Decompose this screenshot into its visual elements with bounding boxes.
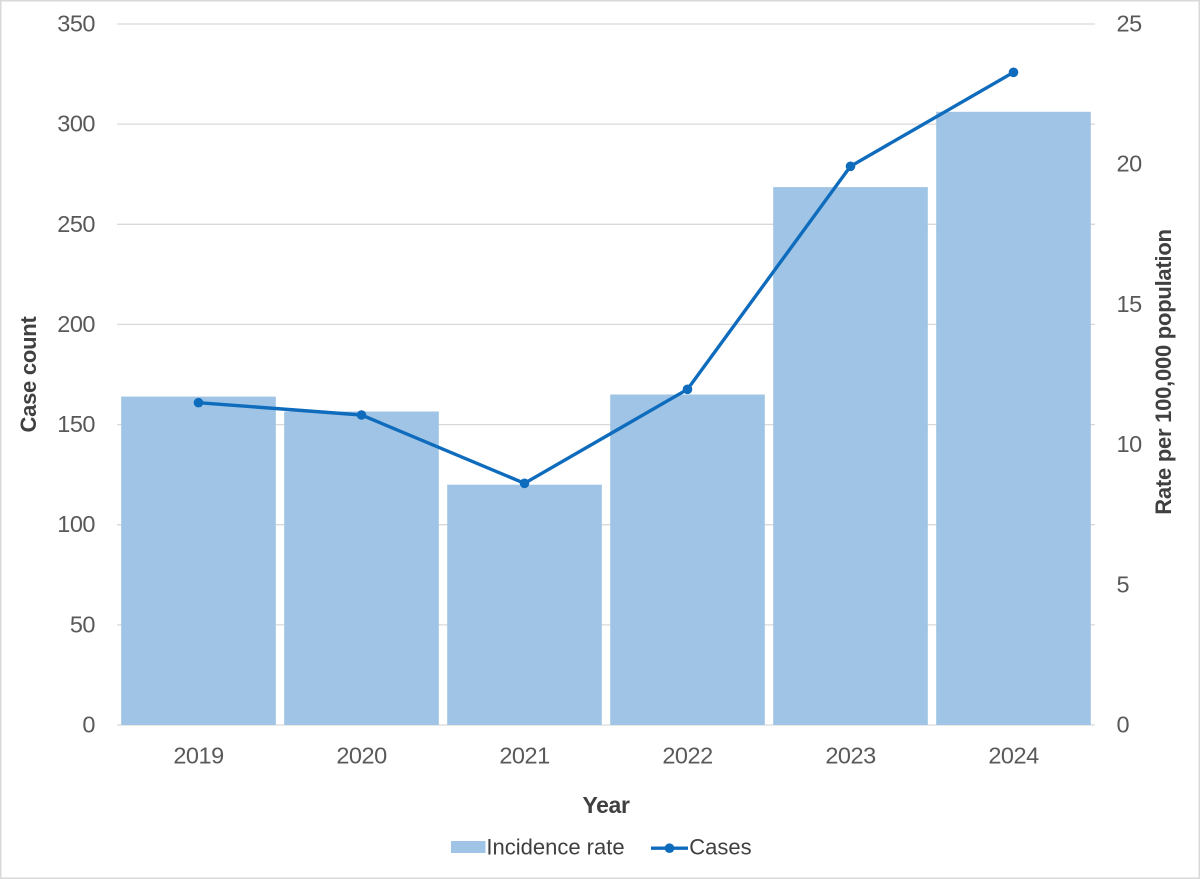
svg-text:Year: Year (582, 792, 629, 818)
svg-text:2023: 2023 (825, 743, 876, 769)
svg-text:2020: 2020 (336, 743, 387, 769)
svg-text:Cases: Cases (689, 835, 751, 860)
svg-text:0: 0 (1117, 712, 1130, 738)
svg-text:2024: 2024 (988, 743, 1039, 769)
svg-text:20: 20 (1117, 151, 1143, 177)
svg-text:2021: 2021 (499, 743, 549, 769)
svg-text:2019: 2019 (173, 743, 223, 769)
svg-text:350: 350 (57, 11, 95, 37)
svg-text:Incidence rate: Incidence rate (486, 835, 624, 860)
svg-text:200: 200 (57, 311, 95, 337)
svg-text:0: 0 (82, 712, 95, 738)
svg-text:300: 300 (57, 111, 95, 137)
svg-text:150: 150 (57, 411, 95, 437)
svg-text:100: 100 (57, 511, 95, 537)
svg-text:250: 250 (57, 211, 95, 237)
svg-text:15: 15 (1117, 291, 1143, 317)
svg-text:10: 10 (1117, 431, 1143, 457)
svg-text:2022: 2022 (662, 743, 712, 769)
svg-text:25: 25 (1117, 11, 1143, 37)
svg-text:5: 5 (1117, 571, 1130, 597)
svg-text:50: 50 (70, 611, 96, 637)
svg-text:Case count: Case count (16, 316, 41, 433)
svg-text:Rate per 100,000 population: Rate per 100,000 population (1151, 229, 1176, 514)
